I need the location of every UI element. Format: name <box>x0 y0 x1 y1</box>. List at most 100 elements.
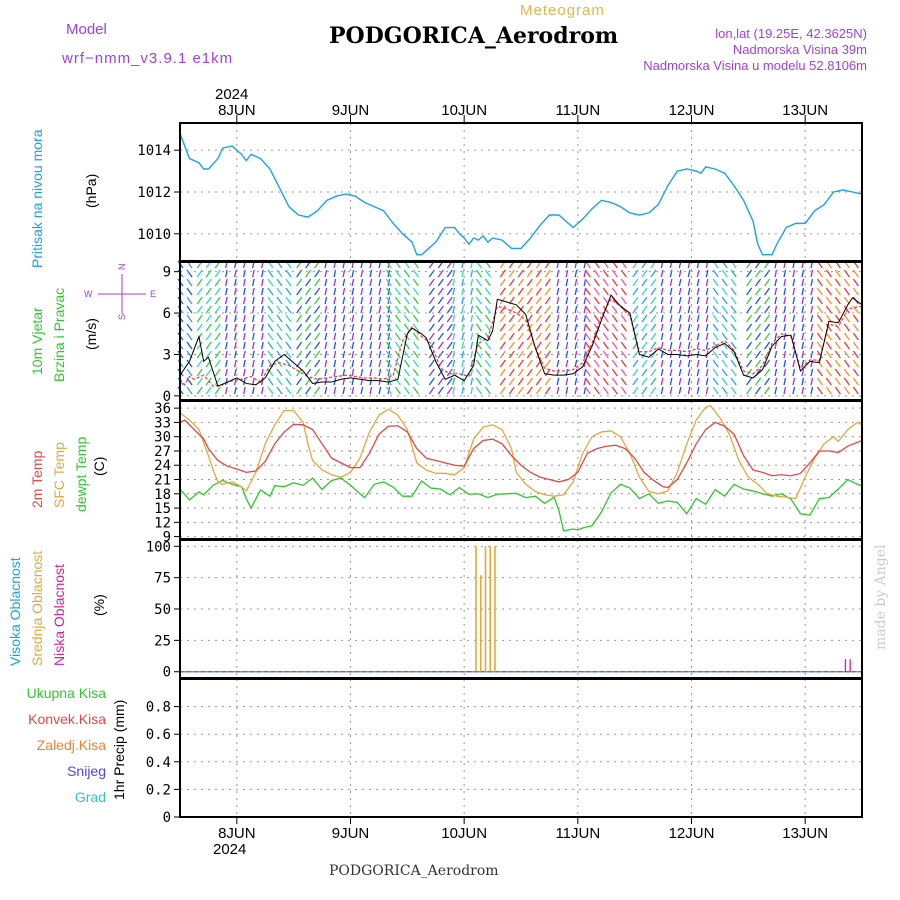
wind-arrow <box>452 359 456 368</box>
wind-arrow <box>746 287 753 296</box>
wind-arrow <box>593 314 600 323</box>
wind-arrow <box>574 350 578 359</box>
wind-arrow <box>205 314 212 323</box>
wind-arrow <box>544 314 551 323</box>
wind-arrow <box>205 296 212 305</box>
wind-arrow <box>620 287 627 296</box>
wind-arrow <box>324 305 328 314</box>
wind-arrow <box>755 350 762 359</box>
wind-arrow <box>705 278 709 287</box>
wind-arrow <box>296 341 303 350</box>
wind-arrow <box>484 269 491 278</box>
wind-arrow <box>801 377 805 386</box>
wind-arrow <box>746 296 753 305</box>
wind-arrow <box>233 377 237 386</box>
top-day-label: 10JUN <box>441 102 487 119</box>
wind-arrow <box>574 296 578 305</box>
wind-arrow <box>499 269 506 278</box>
wind-arrow <box>412 305 419 314</box>
wind-arrow <box>394 305 401 314</box>
wind-arrow <box>196 341 203 350</box>
wind-arrow <box>584 386 591 395</box>
temp-y-tick-label: 15 <box>154 501 171 517</box>
wind-arrow <box>428 296 435 305</box>
wind-arrow <box>242 359 246 368</box>
wind-arrow <box>593 305 600 314</box>
wind-arrow <box>535 287 542 296</box>
wind-arrow <box>394 314 401 323</box>
wind-arrow <box>660 350 664 359</box>
wind-arrow <box>556 323 560 332</box>
wind-arrow <box>403 278 410 287</box>
wind-arrow <box>260 314 264 323</box>
wind-arrow <box>351 341 355 350</box>
wind-arrow <box>267 332 274 341</box>
wind-arrow <box>783 305 787 314</box>
wind-arrow <box>296 269 303 278</box>
credit-label: made by Angel <box>873 544 889 650</box>
wind-arrow <box>774 305 778 314</box>
wind-arrow <box>470 287 474 296</box>
wind-arrow <box>696 368 700 377</box>
wind-arrow <box>696 359 700 368</box>
wind-arrow <box>517 341 524 350</box>
wind-arrow <box>224 305 228 314</box>
wind-arrow <box>205 359 212 368</box>
wind-arrow <box>810 287 814 296</box>
wind-arrow <box>276 287 283 296</box>
wind-arrow <box>196 359 203 368</box>
wind-arrow <box>461 377 465 386</box>
wind-arrow <box>764 278 771 287</box>
footer-title: PODGORICA_Aerodrom <box>329 863 499 879</box>
wind-arrow <box>696 278 700 287</box>
wind-arrow <box>461 287 465 296</box>
wind-arrow <box>186 278 193 287</box>
wind-arrow <box>428 269 435 278</box>
wind-arrow <box>852 341 859 350</box>
wind-arrow <box>746 323 753 332</box>
wind-arrow <box>437 269 444 278</box>
wind-arrow <box>517 368 524 377</box>
wind-arrow <box>394 296 401 305</box>
wind-arrow <box>437 287 444 296</box>
wind-arrow <box>556 377 560 386</box>
wind-arrow <box>314 314 321 323</box>
wind-arrow <box>214 341 221 350</box>
wind-arrow <box>755 305 762 314</box>
wind-arrow <box>620 296 627 305</box>
wind-arrow <box>574 305 578 314</box>
wind-arrow <box>574 269 578 278</box>
wind-arrow <box>721 377 728 386</box>
wind-arrow <box>792 386 796 395</box>
wind-arrow <box>378 278 382 287</box>
wind-arrow <box>792 359 796 368</box>
wind-arrow <box>251 296 255 305</box>
wind-arrow <box>296 332 303 341</box>
wind-arrow <box>669 305 673 314</box>
wind-arrow <box>470 368 474 377</box>
wind-arrow <box>810 332 814 341</box>
wind-arrow <box>721 287 728 296</box>
wind-arrow <box>342 314 346 323</box>
wind-arrow <box>678 323 682 332</box>
wind-arrow <box>669 377 673 386</box>
wind-arrow <box>593 296 600 305</box>
wind-arrow <box>712 350 719 359</box>
wind-arrow <box>385 305 392 314</box>
wind-arrow <box>535 278 542 287</box>
wind-arrow <box>314 332 321 341</box>
wind-arrow <box>705 287 709 296</box>
pressure-unit: (hPa) <box>83 174 99 208</box>
wind-arrow <box>810 305 814 314</box>
wind-arrow <box>783 377 787 386</box>
wind-arrow <box>296 278 303 287</box>
wind-arrow <box>526 269 533 278</box>
wind-arrow <box>611 332 618 341</box>
wind-arrow <box>342 278 346 287</box>
wind-arrow <box>394 341 401 350</box>
wind-arrow <box>214 323 221 332</box>
wind-arrow <box>816 341 823 350</box>
wind-arrow <box>816 305 823 314</box>
wind-arrow <box>276 305 283 314</box>
wind-arrow <box>825 296 832 305</box>
